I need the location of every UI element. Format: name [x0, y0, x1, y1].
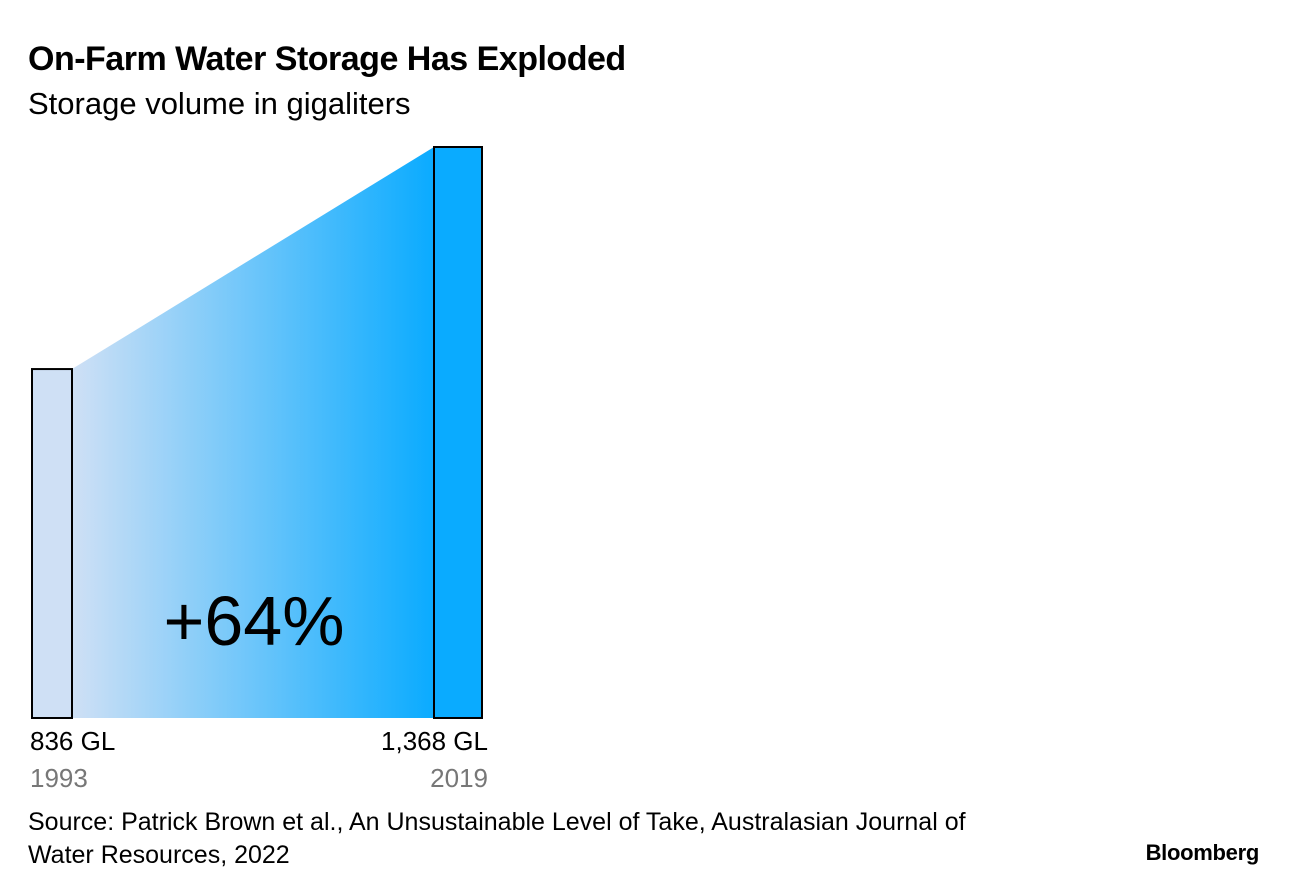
change-gradient-area [72, 147, 434, 718]
value-label-2019: 1,368 GL [381, 726, 488, 756]
percent-change-label: +64% [164, 582, 345, 660]
chart-area: +64% 836 GL 1993 1,368 GL 2019 [30, 146, 488, 793]
bloomberg-logo: Bloomberg [1145, 840, 1260, 865]
year-label-1993: 1993 [30, 763, 88, 793]
bar-1993 [31, 368, 73, 719]
chart-title: On-Farm Water Storage Has Exploded [28, 40, 626, 78]
source-note: Source: Patrick Brown et al., An Unsusta… [28, 808, 966, 869]
bar-2019 [433, 146, 483, 719]
chart-subtitle: Storage volume in gigaliters [28, 86, 411, 121]
value-label-1993: 836 GL [30, 726, 115, 756]
year-label-2019: 2019 [430, 763, 488, 793]
